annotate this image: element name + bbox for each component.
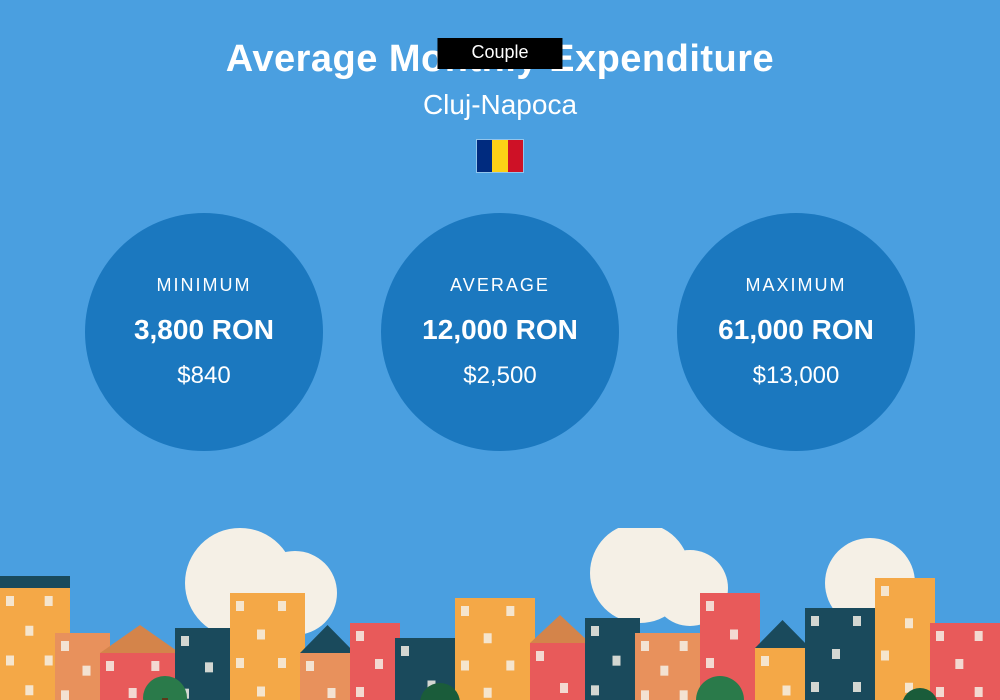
stat-maximum: MAXIMUM 61,000 RON $13,000 (677, 213, 915, 451)
cityscape-illustration (0, 528, 1000, 700)
stat-primary-value: 61,000 RON (718, 314, 874, 346)
stat-label: MINIMUM (157, 275, 252, 296)
stat-primary-value: 3,800 RON (134, 314, 274, 346)
stat-label: MAXIMUM (746, 275, 847, 296)
stat-secondary-value: $2,500 (463, 362, 536, 390)
stats-row: MINIMUM 3,800 RON $840 AVERAGE 12,000 RO… (0, 213, 1000, 451)
flag-stripe-blue (477, 140, 492, 172)
country-flag (476, 139, 524, 173)
stat-secondary-value: $840 (177, 362, 230, 390)
stat-minimum: MINIMUM 3,800 RON $840 (85, 213, 323, 451)
category-tag: Couple (437, 38, 562, 69)
stat-secondary-value: $13,000 (753, 362, 840, 390)
stat-primary-value: 12,000 RON (422, 314, 578, 346)
location-name: Cluj-Napoca (0, 89, 1000, 121)
flag-stripe-yellow (492, 140, 507, 172)
stat-average: AVERAGE 12,000 RON $2,500 (381, 213, 619, 451)
stat-label: AVERAGE (450, 275, 550, 296)
flag-stripe-red (508, 140, 523, 172)
